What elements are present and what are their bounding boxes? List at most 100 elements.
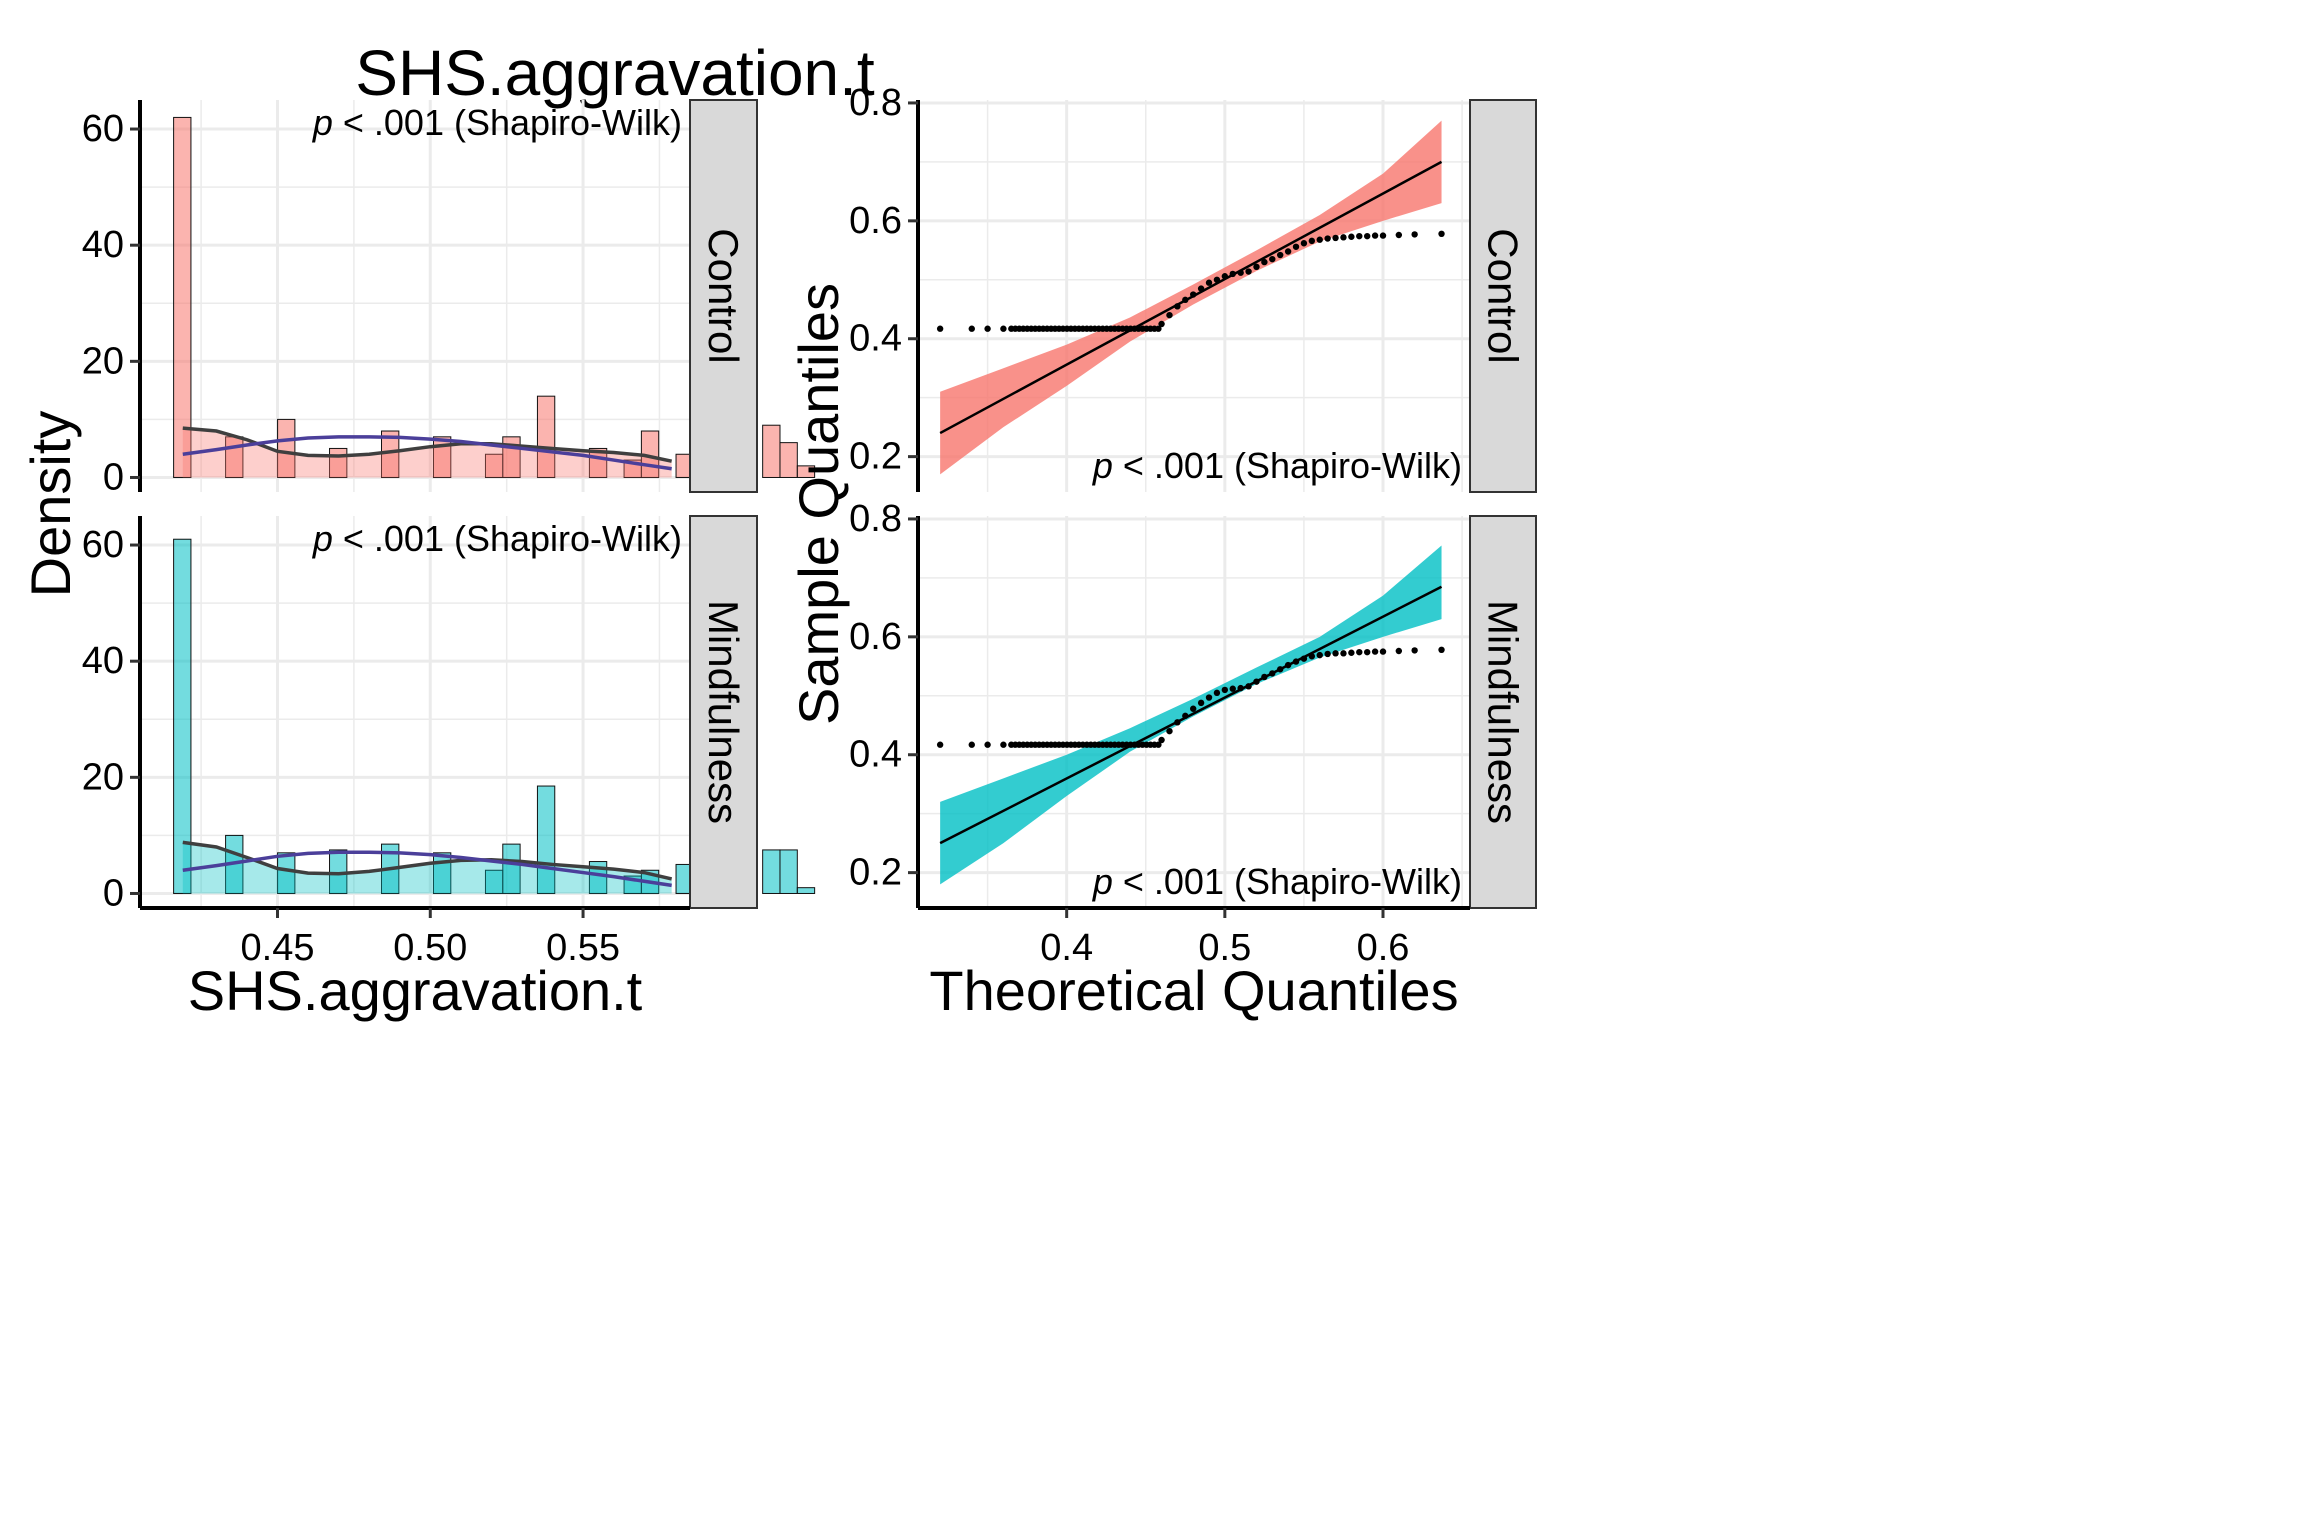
pvalue-italic: p (312, 102, 333, 143)
sample-point (1253, 678, 1260, 685)
sample-point (1308, 237, 1316, 245)
histogram-panel-control: p < .001 (Shapiro-Wilk) Control 0 20 40 60 (82, 99, 816, 498)
sample-point (1213, 276, 1221, 283)
sample-point (1277, 666, 1284, 673)
histogram-panel-mindfulness: p < .001 (Shapiro-Wilk) Mindfulness 0 20 40 6… (82, 515, 816, 914)
y-tick-label: 0.4 (849, 318, 902, 360)
pvalue-text: < .001 (Shapiro-Wilk) (333, 102, 682, 143)
reference-line (939, 160, 1443, 435)
pvalue-annotation: p < .001 (Shapiro-Wilk) (1092, 861, 1462, 902)
sample-point (1000, 325, 1007, 332)
histogram-bar (173, 538, 192, 894)
x-tick-label: 0.6 (1357, 927, 1410, 969)
pvalue-text: < .001 (Shapiro-Wilk) (1113, 445, 1462, 486)
sample-point (1363, 648, 1371, 656)
sample-point (1269, 670, 1276, 677)
pvalue-text: < .001 (Shapiro-Wilk) (1113, 861, 1462, 902)
sample-point (1213, 689, 1221, 697)
sample-point (1348, 649, 1355, 656)
sample-point (1356, 648, 1363, 656)
density-curve (182, 840, 673, 881)
sample-point (1205, 694, 1213, 701)
sample-point (1237, 684, 1244, 692)
sample-point (1332, 234, 1339, 242)
sample-point (1308, 653, 1316, 660)
sample-point (1340, 234, 1347, 241)
x-tick-label: 0.4 (1040, 927, 1093, 969)
sample-point (1332, 650, 1339, 657)
grid (140, 100, 690, 492)
y-tick-label: 0 (103, 456, 124, 498)
sample-point (1174, 303, 1181, 310)
reference-line (939, 585, 1443, 845)
pvalue-italic: p (1092, 445, 1113, 486)
qq-chart: p < .001 (Shapiro-Wilk) Control 0.2 0.4 0.6 0… (787, 82, 1537, 1022)
sample-point (1205, 279, 1213, 286)
qq-panel-mindfulness: p < .001 (Shapiro-Wilk) Mindfulness 0.2 0.4… (849, 498, 1537, 909)
sample-point (1363, 232, 1371, 240)
sample-point (1300, 240, 1308, 247)
y-tick-label: 0.2 (849, 852, 902, 894)
pvalue-text: < .001 (Shapiro-Wilk) (333, 518, 682, 559)
sample-point (1158, 736, 1165, 744)
x-tick-label: 0.50 (393, 927, 467, 969)
sample-point (1316, 651, 1323, 659)
sample-point (1000, 741, 1007, 748)
sample-point (1300, 655, 1308, 662)
sample-point (1190, 705, 1197, 712)
sample-point (1197, 699, 1205, 707)
facet-label: Mindfulness (700, 600, 747, 824)
y-tick-label: 0.4 (849, 734, 902, 776)
sample-point (1229, 270, 1236, 278)
sample-points (936, 230, 1445, 332)
y-tick-label: 0.8 (849, 82, 902, 124)
facet-strip (689, 99, 758, 493)
sample-point (1356, 232, 1363, 240)
y-tick-label: 0.6 (849, 616, 902, 658)
sample-point (984, 741, 991, 748)
normal-curve (182, 435, 672, 471)
x-axis-title: SHS.aggravation.t (188, 959, 643, 1022)
sample-point (968, 741, 975, 748)
sample-point (1371, 232, 1379, 239)
x-tick-label: 0.55 (546, 927, 620, 969)
sample-point (1438, 230, 1445, 238)
sample-point (1324, 235, 1331, 242)
histogram-bar (277, 418, 296, 478)
main-title: SHS.aggravation.t (355, 37, 875, 109)
sample-point (984, 325, 991, 332)
sample-point (1292, 243, 1300, 250)
histogram-bar (173, 116, 192, 478)
histogram-bar (796, 465, 816, 478)
x-tick-label: 0.45 (241, 927, 315, 969)
histogram-bar (779, 442, 798, 478)
y-axis-title: Sample Quantiles (787, 283, 850, 725)
sample-point (1411, 231, 1418, 238)
y-axis-title: Density (19, 411, 82, 598)
sample-point (1324, 650, 1331, 658)
histogram-bar (796, 887, 816, 894)
sample-point (1197, 285, 1205, 292)
sample-point (1221, 686, 1229, 694)
sample-point (1221, 273, 1229, 280)
pvalue-annotation: p < .001 (Shapiro-Wilk) (312, 102, 682, 143)
y-tick-label: 0.2 (849, 436, 902, 478)
pvalue-italic: p (1092, 861, 1113, 902)
sample-point (968, 325, 975, 332)
y-tick-label: 60 (82, 108, 124, 150)
sample-point (1395, 231, 1403, 239)
density-curve (182, 426, 673, 463)
y-tick-label: 0.6 (849, 200, 902, 242)
grid (918, 100, 1470, 492)
facet-label: Control (1480, 228, 1527, 363)
sample-point (1190, 291, 1197, 298)
histogram-bar (779, 849, 798, 894)
sample-point (936, 741, 944, 748)
y-tick-label: 40 (82, 640, 124, 682)
sample-point (1292, 658, 1300, 665)
sample-point (1182, 296, 1189, 304)
grid (140, 516, 690, 908)
facet-strip (1469, 99, 1537, 493)
